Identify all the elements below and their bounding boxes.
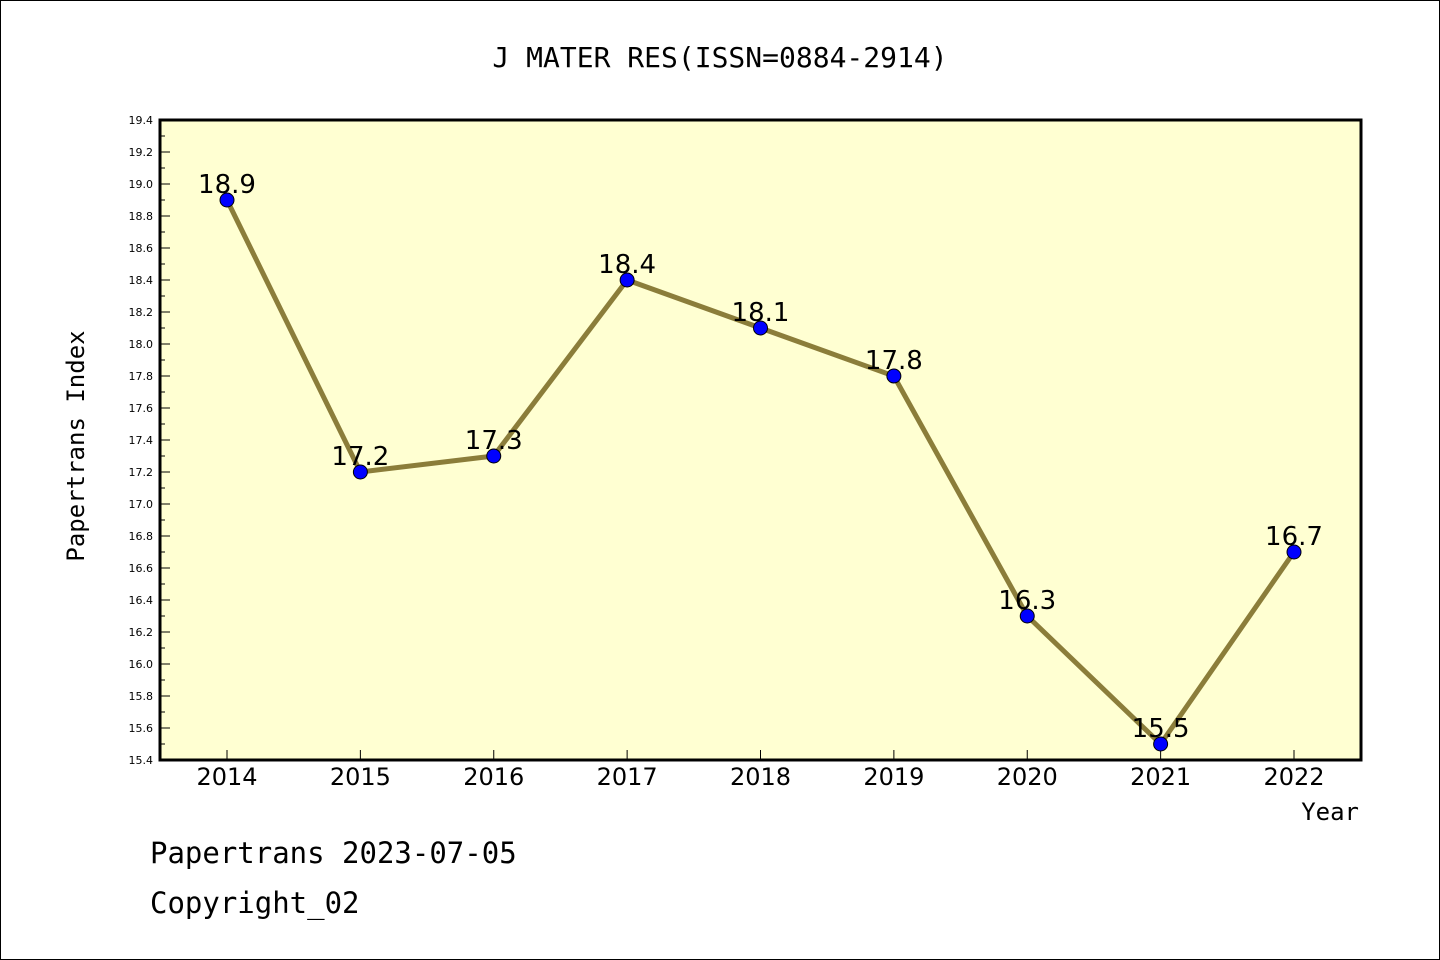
data-point-marker	[753, 320, 768, 336]
y-tick-label: 17.6	[129, 402, 154, 415]
footer-copyright: Copyright_02	[150, 886, 360, 920]
y-tick-label: 17.4	[129, 434, 154, 447]
x-tick-label: 2016	[463, 763, 524, 791]
x-tick-label: 2014	[196, 763, 257, 791]
data-point-marker	[1153, 736, 1169, 752]
footer-source-date: Papertrans 2023-07-05	[150, 836, 517, 870]
data-label: 18.9	[198, 170, 256, 200]
x-tick-label: 2015	[330, 763, 391, 791]
plot-area	[158, 118, 1363, 762]
data-point-marker	[219, 192, 235, 208]
data-point-marker	[886, 368, 902, 384]
y-tick-label: 19.0	[129, 178, 154, 191]
y-tick-label: 17.2	[129, 466, 154, 479]
y-tick-label: 16.2	[129, 626, 154, 639]
y-tick-label: 15.6	[129, 722, 154, 735]
y-tick-label: 15.4	[129, 754, 154, 767]
data-label: 18.1	[732, 298, 790, 328]
x-tick-label: 2019	[863, 763, 924, 791]
data-label: 16.3	[998, 586, 1056, 616]
y-tick-label: 18.4	[129, 274, 154, 287]
data-point-marker	[486, 448, 502, 464]
data-point-marker	[352, 464, 368, 480]
data-label: 17.8	[865, 346, 923, 376]
y-tick-label: 15.8	[129, 690, 154, 703]
data-label: 18.4	[598, 250, 656, 280]
y-tick-label: 18.2	[129, 306, 154, 319]
y-tick-label: 16.6	[129, 562, 154, 575]
y-axis: 15.4 15.6 15.8 16.0 16.2 16.4 16.6 16.8 17.0 17.2…	[129, 114, 170, 767]
x-tick-label: 2020	[997, 763, 1058, 791]
x-axis-label: Year	[1301, 798, 1359, 826]
y-tick-label: 19.2	[129, 146, 154, 159]
x-tick-label: 2018	[730, 763, 791, 791]
y-tick-label: 17.0	[129, 498, 154, 511]
data-point-marker	[1286, 544, 1302, 560]
chart-title: J MATER RES(ISSN=0884-2914)	[492, 41, 947, 74]
data-label: 17.2	[331, 442, 389, 472]
data-label: 16.7	[1265, 522, 1323, 552]
y-tick-label: 16.0	[129, 658, 154, 671]
data-point-marker	[1019, 608, 1035, 624]
x-axis: 2014 2015 2016 2017 2018 2019 2020 2021 2022	[196, 750, 1325, 791]
x-tick-label: 2021	[1130, 763, 1191, 791]
y-tick-label: 18.8	[129, 210, 154, 223]
data-label: 17.3	[465, 426, 523, 456]
y-tick-label: 18.6	[129, 242, 154, 255]
data-markers	[219, 192, 1302, 752]
y-tick-label: 16.8	[129, 530, 154, 543]
data-point-marker	[619, 272, 635, 288]
x-tick-label: 2022	[1263, 763, 1324, 791]
y-axis-label: Papertrans Index	[62, 330, 90, 561]
y-tick-label: 17.8	[129, 370, 154, 383]
x-tick-label: 2017	[597, 763, 658, 791]
data-label: 15.5	[1132, 714, 1190, 744]
y-tick-label: 19.4	[129, 114, 154, 127]
data-labels: 18.9 17.2 17.3 18.4 18.1 17.8 16.3 15.5 16.7	[198, 170, 1323, 744]
y-tick-label: 16.4	[129, 594, 154, 607]
y-tick-label: 18.0	[129, 338, 154, 351]
